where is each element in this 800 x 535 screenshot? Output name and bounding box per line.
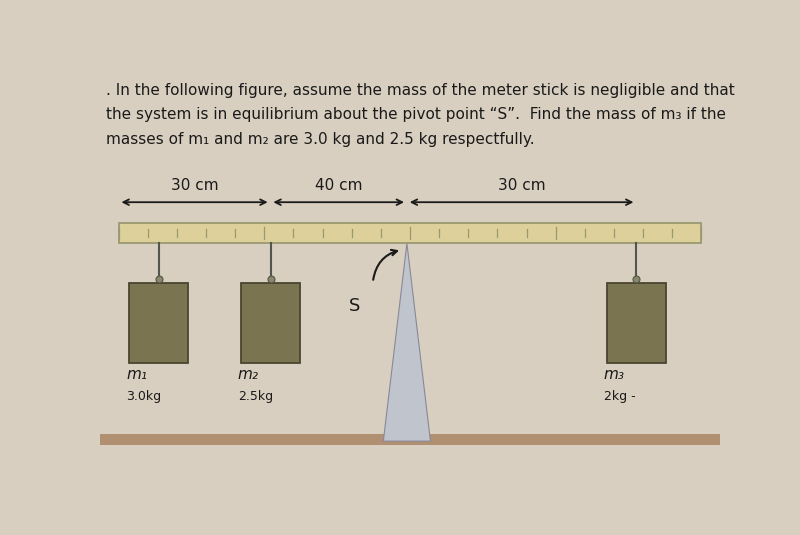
Bar bbox=[118, 223, 702, 243]
Text: 3.0kg: 3.0kg bbox=[126, 389, 162, 403]
Bar bbox=[130, 282, 188, 363]
Polygon shape bbox=[383, 243, 430, 441]
Text: the system is in equilibrium about the pivot point “S”.  Find the mass of m₃ if : the system is in equilibrium about the p… bbox=[106, 108, 726, 123]
Text: masses of m₁ and m₂ are 3.0 kg and 2.5 kg respectfully.: masses of m₁ and m₂ are 3.0 kg and 2.5 k… bbox=[106, 132, 535, 147]
Text: S: S bbox=[349, 297, 360, 315]
Text: m₃: m₃ bbox=[604, 367, 625, 382]
Text: 2kg -: 2kg - bbox=[604, 389, 635, 403]
Bar bbox=[100, 434, 720, 445]
Text: . In the following figure, assume the mass of the meter stick is negligible and : . In the following figure, assume the ma… bbox=[106, 83, 735, 98]
Text: 40 cm: 40 cm bbox=[315, 178, 362, 193]
Text: m₂: m₂ bbox=[238, 367, 259, 382]
Text: 30 cm: 30 cm bbox=[498, 178, 546, 193]
Text: 2.5kg: 2.5kg bbox=[238, 389, 273, 403]
Text: 30 cm: 30 cm bbox=[170, 178, 218, 193]
Bar bbox=[607, 282, 666, 363]
Text: m₁: m₁ bbox=[126, 367, 147, 382]
Bar bbox=[241, 282, 300, 363]
